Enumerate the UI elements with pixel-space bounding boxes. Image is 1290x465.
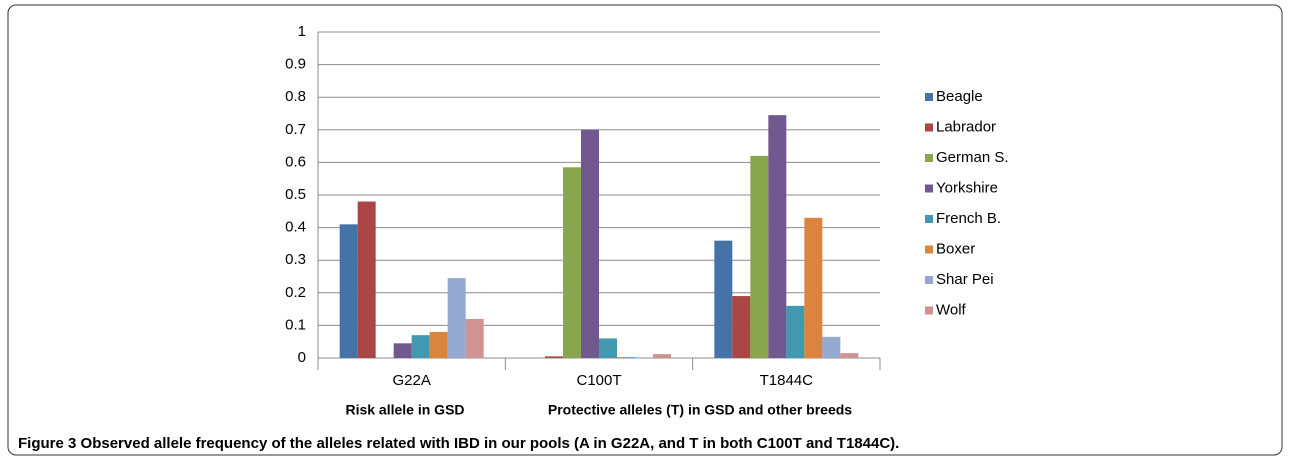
- legend-label: Shar Pei: [936, 271, 994, 288]
- legend-label: French B.: [936, 210, 1001, 227]
- y-tick-label: 0.6: [285, 153, 306, 170]
- bar: [750, 155, 769, 358]
- y-tick-label: 0: [298, 349, 306, 366]
- bar: [545, 356, 563, 358]
- caption-label: Figure 3: [18, 435, 76, 452]
- legend-swatch: [925, 154, 933, 162]
- bar: [465, 318, 484, 358]
- y-tick-label: 0.5: [285, 186, 306, 203]
- legend-label: Wolf: [936, 301, 967, 318]
- annotation: Risk allele in GSD: [345, 402, 464, 418]
- y-tick-label: 0.9: [285, 56, 306, 73]
- legend-label: Yorkshire: [936, 179, 998, 196]
- y-tick-label: 0.7: [285, 121, 306, 138]
- bar: [339, 224, 358, 358]
- bar: [786, 305, 805, 358]
- y-tick-label: 0.8: [285, 88, 306, 105]
- figure-border: [7, 4, 1283, 456]
- legend-swatch: [925, 306, 933, 315]
- y-tick-label: 0.2: [285, 284, 306, 301]
- annotation: Protective alleles (T) in GSD and other …: [548, 402, 852, 418]
- bar: [653, 354, 671, 358]
- bar: [429, 331, 448, 358]
- bar: [599, 338, 617, 358]
- y-tick-label: 1: [298, 23, 306, 40]
- bar: [714, 240, 733, 358]
- y-tick-label: 0.1: [285, 316, 306, 333]
- legend-swatch: [925, 245, 933, 254]
- legend-label: Beagle: [936, 88, 983, 105]
- y-tick-label: 0.4: [285, 219, 306, 236]
- legend-label: German S.: [936, 149, 1009, 166]
- bar: [804, 217, 823, 358]
- bar: [617, 357, 635, 358]
- caption-text: Observed allele frequency of the alleles…: [81, 435, 900, 452]
- bar: [447, 278, 466, 358]
- legend-swatch: [925, 184, 933, 193]
- y-tick-label: 0.3: [285, 251, 306, 268]
- x-tick-label: C100T: [576, 372, 621, 389]
- bar: [840, 353, 859, 358]
- bar: [768, 115, 787, 358]
- legend-label: Labrador: [936, 118, 996, 135]
- bar: [357, 201, 376, 358]
- legend-label: Boxer: [936, 240, 975, 257]
- legend-swatch: [925, 93, 933, 101]
- legend-swatch: [925, 215, 933, 223]
- bar: [393, 343, 412, 358]
- x-tick-label: G22A: [392, 372, 430, 389]
- legend-swatch: [925, 123, 933, 132]
- bar: [822, 336, 841, 358]
- bar: [411, 335, 430, 358]
- x-tick-label: T1844C: [760, 372, 814, 389]
- caption: Figure 3 Observed allele frequency of th…: [18, 435, 899, 452]
- bar: [732, 296, 751, 358]
- legend-swatch: [925, 276, 933, 284]
- bar: [581, 129, 599, 358]
- bar: [563, 167, 581, 358]
